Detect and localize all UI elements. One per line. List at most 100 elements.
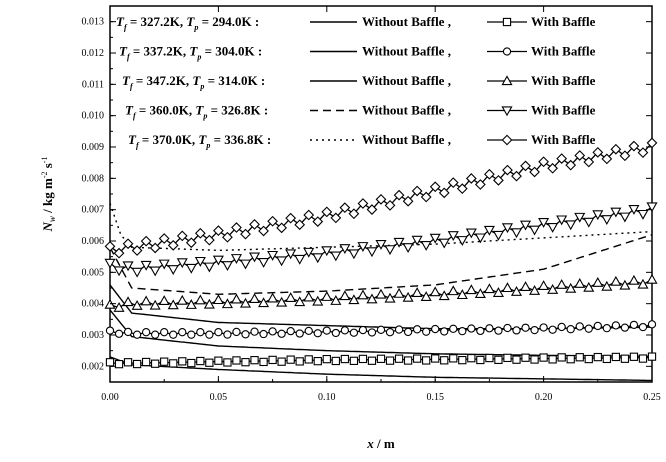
marker-square <box>548 355 557 364</box>
marker-circle <box>286 326 295 336</box>
legend-with-label-4: With Baffle <box>531 132 596 147</box>
marker-square <box>512 355 521 364</box>
marker-square <box>367 356 377 365</box>
marker-triangle-up <box>438 290 450 301</box>
marker-triangle-down <box>149 266 161 277</box>
marker-square <box>620 354 630 363</box>
marker-circle <box>313 329 322 338</box>
marker-triangle-up <box>131 300 143 310</box>
marker-square <box>268 355 277 365</box>
marker-triangle-down <box>158 259 170 270</box>
marker-diamond <box>628 140 640 152</box>
marker-circle <box>322 326 331 335</box>
marker-triangle-up <box>501 75 513 86</box>
legend-without-label-3: Without Baffle , <box>362 103 451 118</box>
marker-triangle-up <box>565 282 577 293</box>
marker-circle <box>160 328 169 337</box>
marker-square <box>449 354 458 363</box>
marker-triangle-down <box>339 244 351 255</box>
marker-triangle-up <box>538 280 550 290</box>
marker-triangle-down <box>294 254 306 265</box>
marker-circle <box>575 322 584 331</box>
marker-square <box>467 354 476 363</box>
marker-triangle-up <box>303 291 315 302</box>
marker-square <box>440 356 449 365</box>
marker-square <box>241 358 250 367</box>
marker-circle <box>105 326 115 335</box>
marker-square <box>160 357 169 366</box>
marker-diamond <box>447 177 459 188</box>
marker-circle <box>449 324 458 333</box>
legend-with-label-0: With Baffle <box>531 14 596 29</box>
marker-diamond <box>529 166 540 178</box>
marker-triangle-up <box>366 293 378 304</box>
marker-circle <box>602 324 611 333</box>
marker-circle <box>548 325 557 334</box>
y-tick-label: 0.006 <box>82 236 105 247</box>
marker-triangle-down <box>646 202 658 213</box>
marker-diamond <box>294 219 306 231</box>
marker-triangle-up <box>492 287 504 297</box>
marker-square <box>638 354 648 363</box>
y-tick-label: 0.010 <box>82 111 105 122</box>
marker-triangle-down <box>348 249 360 260</box>
marker-triangle-down <box>384 245 396 256</box>
marker-diamond <box>619 150 631 162</box>
marker-triangle-up <box>610 275 622 286</box>
marker-triangle-up <box>483 283 495 294</box>
marker-square <box>412 354 422 363</box>
marker-diamond <box>203 234 215 246</box>
marker-square <box>304 355 313 364</box>
marker-diamond <box>194 227 206 239</box>
marker-circle <box>358 325 368 335</box>
marker-triangle-down <box>565 220 577 231</box>
marker-circle <box>141 328 151 337</box>
marker-circle <box>476 326 485 336</box>
x-axis-title: x / m <box>366 436 395 451</box>
marker-diamond <box>330 212 342 224</box>
marker-triangle-down <box>104 258 116 269</box>
marker-circle <box>647 320 657 329</box>
marker-circle <box>331 328 340 338</box>
legend-condition-0: Tf = 327.2K, Tp = 294.0K : <box>116 14 259 32</box>
marker-square <box>141 357 151 367</box>
marker-triangle-down <box>330 251 342 262</box>
marker-triangle-up <box>167 299 179 310</box>
marker-square <box>485 353 494 363</box>
marker-circle <box>593 321 602 331</box>
marker-diamond <box>312 216 324 227</box>
marker-triangle-down <box>267 250 279 261</box>
marker-circle <box>132 330 142 339</box>
marker-square <box>602 354 611 364</box>
marker-diamond <box>637 147 649 159</box>
marker-diamond <box>393 189 405 201</box>
marker-triangle-up <box>239 297 252 308</box>
marker-diamond <box>185 237 197 249</box>
marker-triangle-down <box>529 225 541 236</box>
marker-triangle-down <box>420 241 432 251</box>
marker-square <box>557 353 566 362</box>
marker-square <box>295 357 304 366</box>
marker-diamond <box>375 193 387 205</box>
marker-triangle-up <box>501 282 514 293</box>
marker-circle <box>349 328 359 337</box>
marker-triangle-down <box>230 254 243 264</box>
marker-diamond <box>429 181 441 193</box>
marker-square <box>403 356 413 365</box>
x-tick-label: 0.00 <box>101 392 119 403</box>
marker-circle <box>422 327 431 336</box>
x-tick-label: 0.15 <box>426 392 444 403</box>
legend-condition-3: Tf = 360.0K, Tp = 326.8K : <box>125 103 268 121</box>
marker-circle <box>241 330 250 339</box>
legend-condition-4: Tf = 370.0K, Tp = 336.8K : <box>128 132 271 150</box>
marker-triangle-down <box>258 257 270 268</box>
marker-triangle-down <box>140 260 152 271</box>
marker-square <box>205 358 214 367</box>
marker-circle <box>403 327 413 337</box>
marker-diamond <box>520 160 531 172</box>
plot-area: 0.00 0.05 0.10 0.15 0.20 0.25 0.002 0.003 0.004 0… <box>82 5 661 403</box>
marker-diamond <box>357 198 369 209</box>
marker-triangle-up <box>547 283 559 294</box>
marker-diamond <box>158 233 170 244</box>
